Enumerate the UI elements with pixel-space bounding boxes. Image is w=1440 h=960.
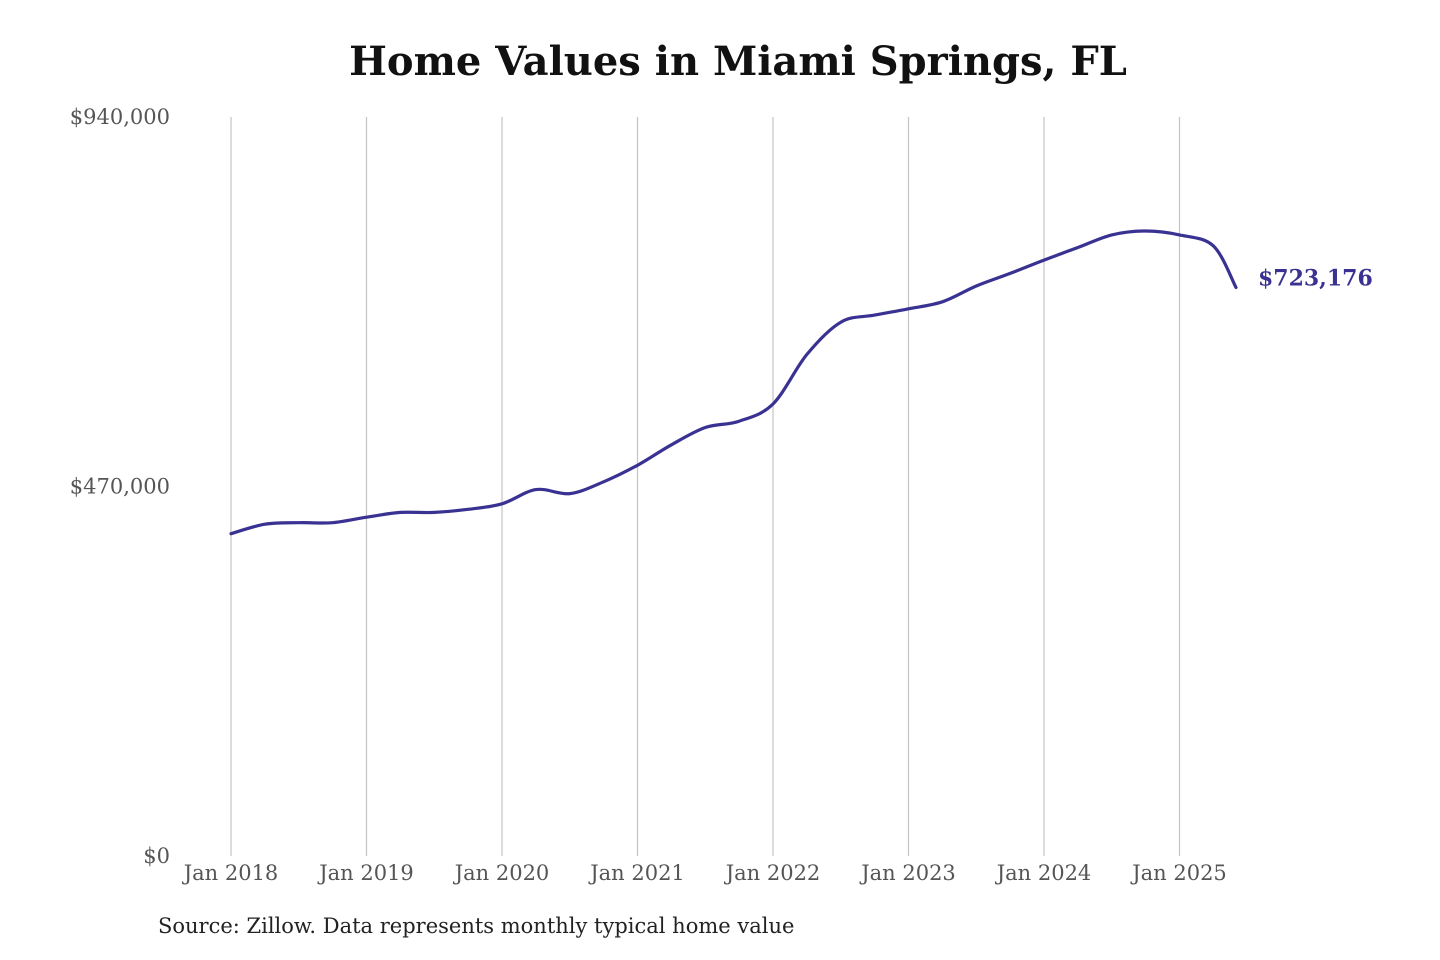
x-axis-tick-labels: Jan 2018 Jan 2019 Jan 2020 Jan 2021 Jan 2022… <box>182 861 1227 885</box>
x-tick-label: Jan 2021 <box>588 861 685 885</box>
x-tick-label: Jan 2024 <box>995 861 1092 885</box>
x-tick-label: Jan 2019 <box>317 861 414 885</box>
y-axis-tick-labels: $0 $470,000 $940,000 <box>70 105 170 868</box>
series-line <box>229 229 1238 536</box>
grid-lines <box>230 117 1181 856</box>
x-tick-label: Jan 2022 <box>724 861 821 885</box>
x-tick-label: Jan 2018 <box>182 861 279 885</box>
y-tick-label: $0 <box>143 844 170 868</box>
chart-title: Home Values in Miami Springs, FL <box>349 38 1127 85</box>
x-tick-label: Jan 2020 <box>453 861 550 885</box>
x-tick-label: Jan 2023 <box>859 861 956 885</box>
y-tick-label: $470,000 <box>70 475 170 499</box>
x-tick-label: Jan 2025 <box>1130 861 1227 885</box>
source-note: Source: Zillow. Data represents monthly … <box>158 914 795 938</box>
series-end-label: $723,176 <box>1258 265 1373 291</box>
y-tick-label: $940,000 <box>70 105 170 129</box>
series-layer: $723,176 <box>229 229 1373 536</box>
